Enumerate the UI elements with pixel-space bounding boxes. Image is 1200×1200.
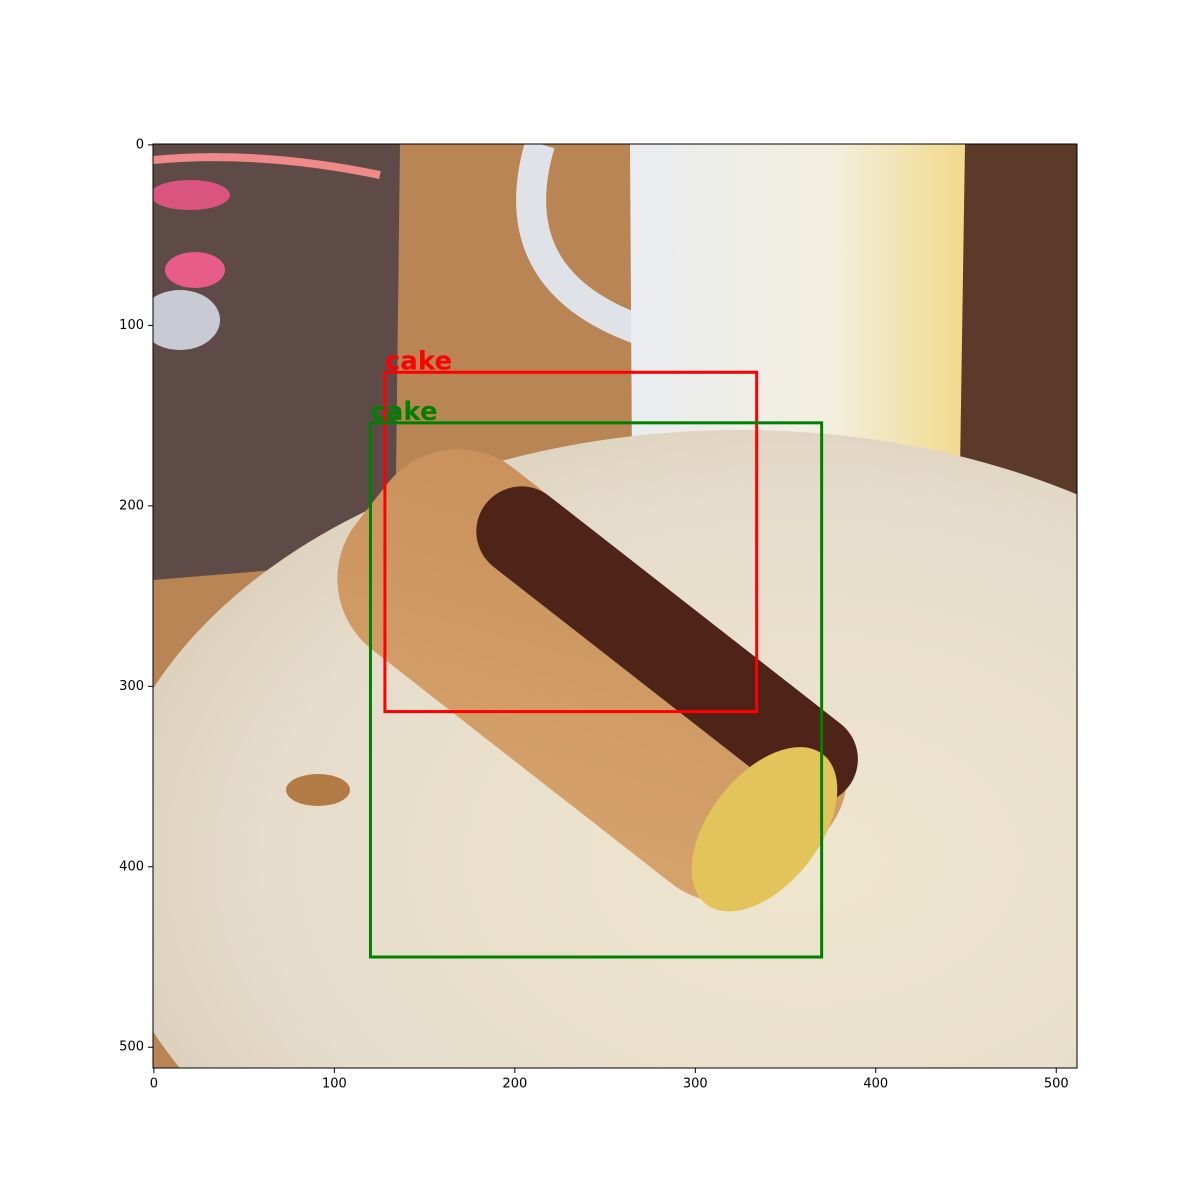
x-tick-label: 100 [322,1077,347,1092]
x-tick-label: 500 [1044,1077,1069,1092]
y-tick-label: 100 [119,318,144,333]
y-tick-label: 0 [136,137,144,152]
y-tick-label: 200 [119,498,144,513]
bounding-box [368,421,824,959]
x-tick-label: 0 [150,1077,158,1092]
y-tick-label: 400 [119,859,144,874]
x-tick-label: 300 [683,1077,708,1092]
box-label: cake [385,346,452,376]
x-tick-label: 400 [863,1077,888,1092]
axes-frame [152,143,1078,1069]
y-tick-label: 500 [119,1040,144,1055]
box-label: cake [370,397,437,427]
y-tick-label: 300 [119,679,144,694]
x-tick-label: 200 [502,1077,527,1092]
photo [153,144,1077,1068]
bounding-box [383,370,759,714]
